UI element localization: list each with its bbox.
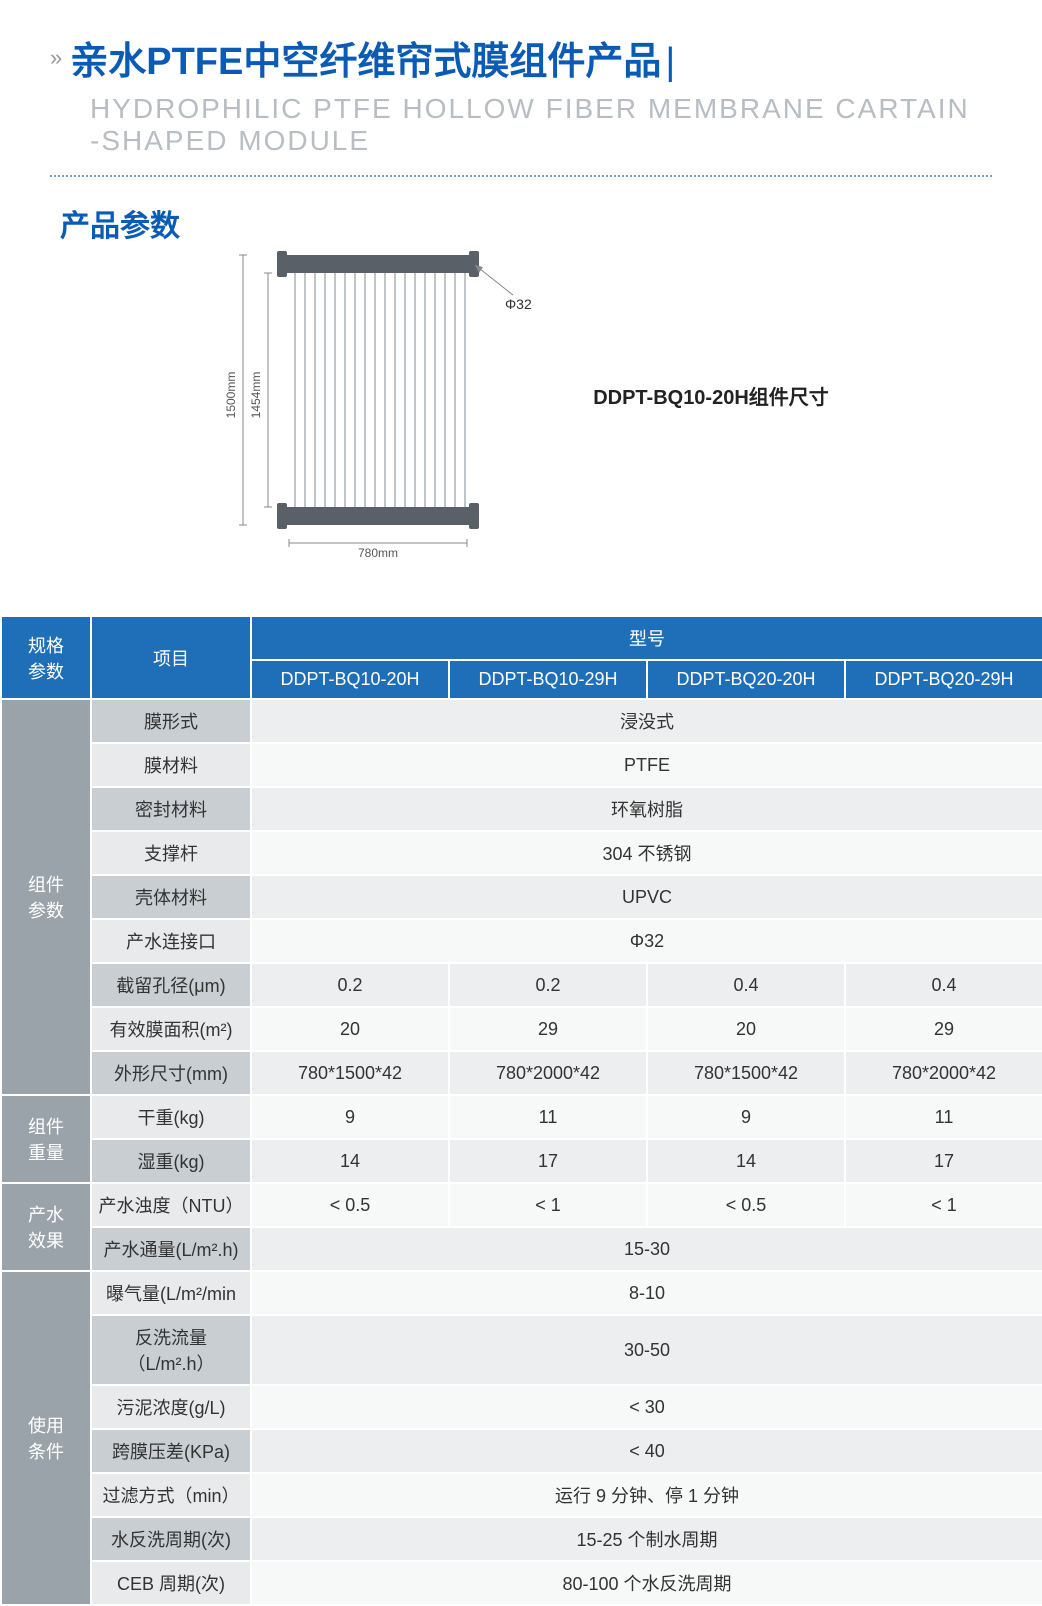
- row-value-0: 0.2: [251, 963, 449, 1007]
- row-value-1: 780*2000*42: [449, 1051, 647, 1095]
- row-value-0: 20: [251, 1007, 449, 1051]
- diagram-label: DDPT-BQ10-20H组件尺寸: [593, 381, 829, 410]
- header-model-3: DDPT-BQ20-29H: [845, 660, 1042, 699]
- row-item: 密封材料: [91, 787, 251, 831]
- row-item: 干重(kg): [91, 1095, 251, 1139]
- group-label: 组件 重量: [1, 1095, 91, 1183]
- row-value-3: < 1: [845, 1183, 1042, 1227]
- group-label: 使用 条件: [1, 1271, 91, 1605]
- row-value-span: PTFE: [251, 743, 1042, 787]
- row-value-span: 304 不锈钢: [251, 831, 1042, 875]
- row-value-span: 80-100 个水反洗周期: [251, 1561, 1042, 1605]
- header-spec-param: 规格 参数: [1, 616, 91, 699]
- row-item: 产水浊度（NTU）: [91, 1183, 251, 1227]
- row-value-3: 0.4: [845, 963, 1042, 1007]
- row-value-1: 0.2: [449, 963, 647, 1007]
- row-value-1: 29: [449, 1007, 647, 1051]
- row-item: 外形尺寸(mm): [91, 1051, 251, 1095]
- group-label: 产水 效果: [1, 1183, 91, 1271]
- row-item: 产水连接口: [91, 919, 251, 963]
- divider-dotted: [50, 175, 992, 177]
- row-value-3: 17: [845, 1139, 1042, 1183]
- row-value-1: 11: [449, 1095, 647, 1139]
- row-value-1: 17: [449, 1139, 647, 1183]
- row-item: 过滤方式（min）: [91, 1473, 251, 1517]
- row-item: 截留孔径(μm): [91, 963, 251, 1007]
- row-item: 膜材料: [91, 743, 251, 787]
- title-cursor: |: [665, 41, 675, 83]
- row-value-3: 29: [845, 1007, 1042, 1051]
- row-item: 曝气量(L/m²/min: [91, 1271, 251, 1315]
- row-value-1: < 1: [449, 1183, 647, 1227]
- row-value-span: < 30: [251, 1385, 1042, 1429]
- dim-outer-height: 1500mm: [224, 372, 238, 419]
- row-item: CEB 周期(次): [91, 1561, 251, 1605]
- row-value-span: 8-10: [251, 1271, 1042, 1315]
- row-value-span: UPVC: [251, 875, 1042, 919]
- row-value-2: < 0.5: [647, 1183, 845, 1227]
- row-item: 污泥浓度(g/L): [91, 1385, 251, 1429]
- row-value-span: 浸没式: [251, 699, 1042, 743]
- row-item: 跨膜压差(KPa): [91, 1429, 251, 1473]
- page-title-cn: 亲水PTFE中空纤维帘式膜组件产品|: [70, 30, 675, 85]
- header-model-2: DDPT-BQ20-20H: [647, 660, 845, 699]
- row-value-3: 780*2000*42: [845, 1051, 1042, 1095]
- heading-row: » 亲水PTFE中空纤维帘式膜组件产品|: [50, 30, 992, 85]
- row-value-span: 30-50: [251, 1315, 1042, 1385]
- row-value-span: 运行 9 分钟、停 1 分钟: [251, 1473, 1042, 1517]
- row-item: 水反洗周期(次): [91, 1517, 251, 1561]
- row-item: 产水通量(L/m².h): [91, 1227, 251, 1271]
- row-value-span: Φ32: [251, 919, 1042, 963]
- page-title-en: HYDROPHILIC PTFE HOLLOW FIBER MEMBRANE C…: [90, 93, 992, 157]
- row-value-2: 0.4: [647, 963, 845, 1007]
- dim-width: 780mm: [358, 546, 398, 560]
- row-item: 支撑杆: [91, 831, 251, 875]
- row-value-span: < 40: [251, 1429, 1042, 1473]
- spec-table: 规格 参数项目型号DDPT-BQ10-20HDDPT-BQ10-29HDDPT-…: [0, 615, 1042, 1606]
- header-model-0: DDPT-BQ10-20H: [251, 660, 449, 699]
- row-item: 膜形式: [91, 699, 251, 743]
- row-value-span: 环氧树脂: [251, 787, 1042, 831]
- row-item: 反洗流量（L/m².h）: [91, 1315, 251, 1385]
- row-item: 壳体材料: [91, 875, 251, 919]
- group-label: 组件 参数: [1, 699, 91, 1095]
- row-value-0: 780*1500*42: [251, 1051, 449, 1095]
- row-item: 有效膜面积(m²): [91, 1007, 251, 1051]
- header-model-1: DDPT-BQ10-29H: [449, 660, 647, 699]
- row-value-2: 9: [647, 1095, 845, 1139]
- header-item: 项目: [91, 616, 251, 699]
- module-diagram: 1500mm 1454mm: [213, 225, 533, 565]
- row-value-3: 11: [845, 1095, 1042, 1139]
- row-value-2: 20: [647, 1007, 845, 1051]
- row-item: 湿重(kg): [91, 1139, 251, 1183]
- row-value-2: 780*1500*42: [647, 1051, 845, 1095]
- header-model: 型号: [251, 616, 1042, 660]
- row-value-span: 15-25 个制水周期: [251, 1517, 1042, 1561]
- row-value-2: 14: [647, 1139, 845, 1183]
- diagram-area: 1500mm 1454mm: [50, 225, 992, 565]
- dim-inner-height: 1454mm: [249, 372, 263, 419]
- row-value-0: 14: [251, 1139, 449, 1183]
- row-value-span: 15-30: [251, 1227, 1042, 1271]
- row-value-0: 9: [251, 1095, 449, 1139]
- row-value-0: < 0.5: [251, 1183, 449, 1227]
- chevrons-icon: »: [50, 45, 58, 71]
- dim-port: Φ32: [505, 296, 532, 312]
